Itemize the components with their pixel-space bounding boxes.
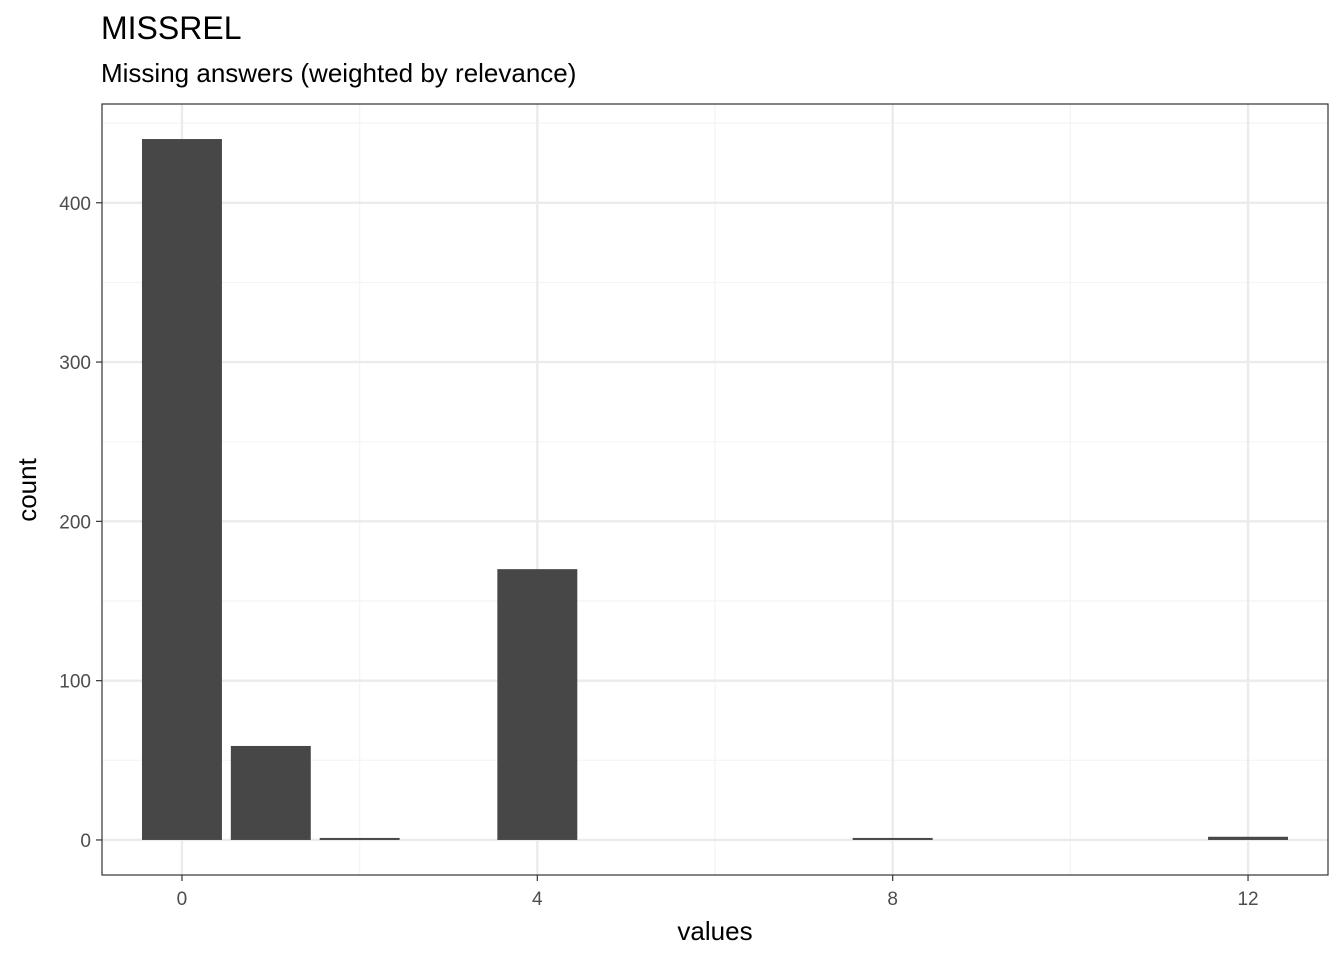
y-tick-label: 0: [80, 831, 91, 852]
bar-8: [852, 837, 933, 840]
bar-2: [319, 837, 400, 840]
bar-12: [1208, 836, 1289, 840]
panel-border: [101, 103, 1329, 876]
chart-subtitle: Missing answers (weighted by relevance): [101, 58, 576, 88]
y-tick-label: 300: [59, 353, 91, 374]
y-tick-label: 200: [59, 512, 91, 533]
y-tick-label: 400: [59, 194, 91, 215]
x-tick-label: 12: [1237, 889, 1258, 910]
bar-1: [230, 745, 311, 840]
ticks: 0 100 200 300 400 0 4 8 12: [59, 194, 1258, 910]
bar-0: [141, 139, 222, 840]
x-tick-label: 8: [887, 889, 898, 910]
chart-title: MISSREL: [101, 10, 241, 46]
x-tick-label: 4: [532, 889, 543, 910]
bars: [141, 139, 1289, 840]
x-tick-label: 0: [177, 889, 188, 910]
panel-frame: [101, 103, 1329, 876]
y-tick-label: 100: [59, 672, 91, 693]
x-axis-title: values: [677, 916, 752, 946]
y-axis-title: count: [12, 457, 42, 521]
bar-4: [497, 569, 578, 840]
